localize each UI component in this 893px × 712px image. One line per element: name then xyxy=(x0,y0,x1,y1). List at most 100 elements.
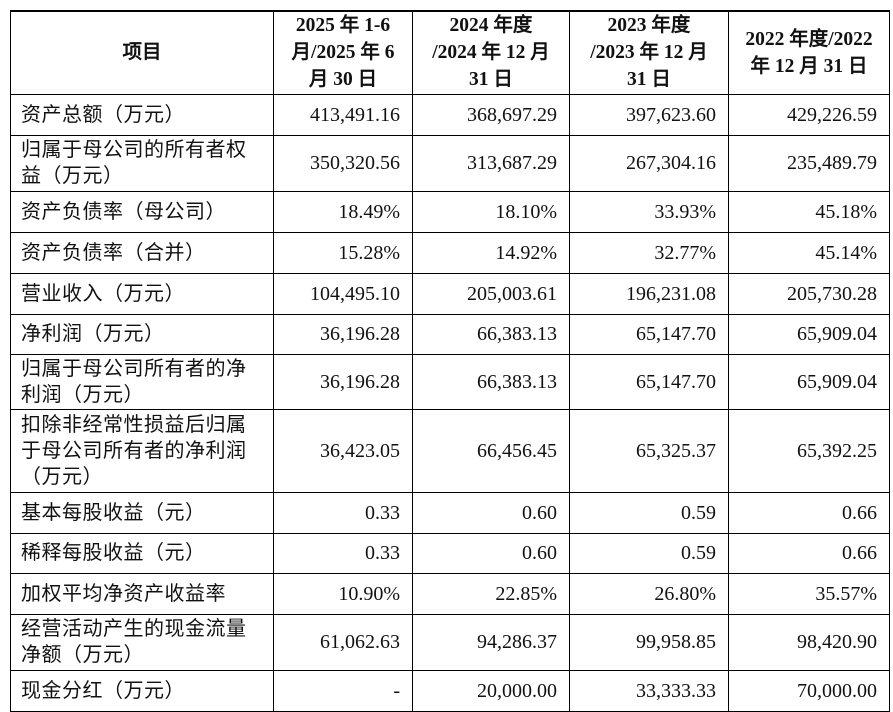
value-cell: 104,495.10 xyxy=(273,272,413,315)
value-cell: - xyxy=(273,669,413,712)
value-cell: 36,196.28 xyxy=(273,353,413,410)
value-cell: 45.18% xyxy=(728,190,890,233)
text-line: 现金分红（万元） xyxy=(21,679,185,702)
value-cell: 10.90% xyxy=(273,572,413,615)
value-cell: 0.60 xyxy=(412,491,570,534)
table-row: 净利润（万元） 36,196.28 66,383.13 65,147.70 65,909… xyxy=(10,313,890,355)
value-cell: 0.59 xyxy=(569,491,729,534)
value-cell: 350,320.56 xyxy=(273,134,413,192)
value-cell: 14.92% xyxy=(412,231,570,274)
value-cell: 33.93% xyxy=(569,190,729,233)
text-line: /2023 年 12 月 xyxy=(590,42,708,64)
value-cell: 66,456.45 xyxy=(412,408,570,493)
value-cell: 413,491.16 xyxy=(273,93,413,136)
value-cell: 368,697.29 xyxy=(412,93,570,136)
row-label: 净利润（万元） xyxy=(10,313,274,355)
row-label: 归属于母公司所有者的净 利润（万元） xyxy=(10,353,274,410)
text-line: 资产负债率（母公司） xyxy=(21,200,226,223)
value-cell: 22.85% xyxy=(412,572,570,615)
row-label: 资产负债率（母公司） xyxy=(10,190,274,233)
text-line: 2025 年 1-6 xyxy=(295,15,391,37)
text-line: 净额（万元） xyxy=(21,644,144,666)
value-cell: 66,383.13 xyxy=(412,353,570,410)
text-line: 扣除非经常性损益后归属 xyxy=(21,413,247,436)
value-cell: 18.49% xyxy=(273,190,413,233)
text-line: 于母公司所有者的净利润 xyxy=(21,439,247,462)
column-header-period: 2022 年度/2022 年 12 月 31 日 xyxy=(728,10,890,95)
value-cell: 65,325.37 xyxy=(569,408,729,493)
column-header-period: 2023 年度/2023 年 12 月 31 日 xyxy=(569,10,729,95)
table-row: 稀释每股收益（元） 0.33 0.60 0.59 0.66 xyxy=(10,532,890,574)
value-cell: 33,333.33 xyxy=(569,669,729,712)
value-cell: 0.66 xyxy=(728,491,890,534)
table-row: 资产负债率（合并） 15.28% 14.92% 32.77% 45.14% xyxy=(10,231,890,274)
text-line: 加权平均净资产收益率 xyxy=(21,582,226,605)
row-label: 归属于母公司的所有者权 益（万元） xyxy=(10,134,274,192)
value-cell: 36,196.28 xyxy=(273,313,413,355)
column-header-period: 2025 年 1-6 月/2025 年 6 月 30 日 xyxy=(273,10,413,95)
value-cell: 20,000.00 xyxy=(412,669,570,712)
value-cell: 65,147.70 xyxy=(569,313,729,355)
value-cell: 65,392.25 xyxy=(728,408,890,493)
value-cell: 26.80% xyxy=(569,572,729,615)
row-label: 加权平均净资产收益率 xyxy=(10,572,274,615)
text-line: 净利润（万元） xyxy=(21,323,165,345)
value-cell: 205,003.61 xyxy=(412,272,570,315)
column-header-item: 项目 xyxy=(10,10,274,95)
text-line: 资产总额（万元） xyxy=(21,103,185,126)
value-cell: 429,226.59 xyxy=(728,93,890,136)
text-line: 2024 年度 xyxy=(449,15,533,37)
table-row: 归属于母公司所有者的净 利润（万元） 36,196.28 66,383.13 65,14… xyxy=(10,353,890,410)
value-cell: 66,383.13 xyxy=(412,313,570,355)
text-line: 益（万元） xyxy=(21,165,124,187)
table-row: 归属于母公司的所有者权 益（万元） 350,320.56 313,687.29 267,… xyxy=(10,134,890,192)
value-cell: 98,420.90 xyxy=(728,613,890,671)
value-cell: 65,147.70 xyxy=(569,353,729,410)
text-line: 月/2025 年 6 xyxy=(291,42,395,64)
table-row: 扣除非经常性损益后归属 于母公司所有者的净利润 （万元） 36,423.05 66,45… xyxy=(10,408,890,493)
text-line: 经营活动产生的现金流量 xyxy=(21,618,247,640)
value-cell: 45.14% xyxy=(728,231,890,274)
text-line: 利润（万元） xyxy=(21,383,144,406)
table-row: 资产负债率（母公司） 18.49% 18.10% 33.93% 45.18% xyxy=(10,190,890,233)
table-row: 营业收入（万元） 104,495.10 205,003.61 196,231.08 20… xyxy=(10,272,890,315)
header-row: 项目 2025 年 1-6 月/2025 年 6 月 30 日 2024 年度/2024… xyxy=(10,10,890,95)
value-cell: 267,304.16 xyxy=(569,134,729,192)
column-header-period: 2024 年度/2024 年 12 月 31 日 xyxy=(412,10,570,95)
text-line: 归属于母公司的所有者权 xyxy=(21,139,247,161)
text-line: 稀释每股收益（元） xyxy=(21,542,206,564)
text-line: /2024 年 12 月 xyxy=(432,42,550,64)
value-cell: 70,000.00 xyxy=(728,669,890,712)
value-cell: 205,730.28 xyxy=(728,272,890,315)
value-cell: 99,958.85 xyxy=(569,613,729,671)
text-line: 2023 年度 xyxy=(607,15,691,37)
value-cell: 0.60 xyxy=(412,532,570,574)
table-row: 加权平均净资产收益率 10.90% 22.85% 26.80% 35.57% xyxy=(10,572,890,615)
value-cell: 15.28% xyxy=(273,231,413,274)
value-cell: 65,909.04 xyxy=(728,313,890,355)
row-label: 资产负债率（合并） xyxy=(10,231,274,274)
value-cell: 196,231.08 xyxy=(569,272,729,315)
value-cell: 35.57% xyxy=(728,572,890,615)
row-label: 扣除非经常性损益后归属 于母公司所有者的净利润 （万元） xyxy=(10,408,274,493)
value-cell: 18.10% xyxy=(412,190,570,233)
text-line: 年 12 月 31 日 xyxy=(750,55,868,77)
text-line: 2022 年度/2022 xyxy=(745,28,873,50)
row-label: 经营活动产生的现金流量 净额（万元） xyxy=(10,613,274,671)
text-line: 项目 xyxy=(122,42,162,64)
text-line: 31 日 xyxy=(627,69,671,91)
table-row: 现金分红（万元） -20,000.00 33,333.33 70,000.00 xyxy=(10,669,890,712)
table-row: 经营活动产生的现金流量 净额（万元） 61,062.63 94,286.37 99,95… xyxy=(10,613,890,671)
text-line: 基本每股收益（元） xyxy=(21,501,206,524)
value-cell: 397,623.60 xyxy=(569,93,729,136)
financial-indicators-table: 项目 2025 年 1-6 月/2025 年 6 月 30 日 2024 年度/2024… xyxy=(10,10,890,712)
row-label: 营业收入（万元） xyxy=(10,272,274,315)
value-cell: 36,423.05 xyxy=(273,408,413,493)
table-row: 基本每股收益（元） 0.33 0.60 0.59 0.66 xyxy=(10,491,890,534)
text-line: 营业收入（万元） xyxy=(21,282,185,305)
value-cell: 0.33 xyxy=(273,532,413,574)
row-label: 稀释每股收益（元） xyxy=(10,532,274,574)
value-cell: 32.77% xyxy=(569,231,729,274)
value-cell: 235,489.79 xyxy=(728,134,890,192)
text-line: （万元） xyxy=(21,465,103,488)
